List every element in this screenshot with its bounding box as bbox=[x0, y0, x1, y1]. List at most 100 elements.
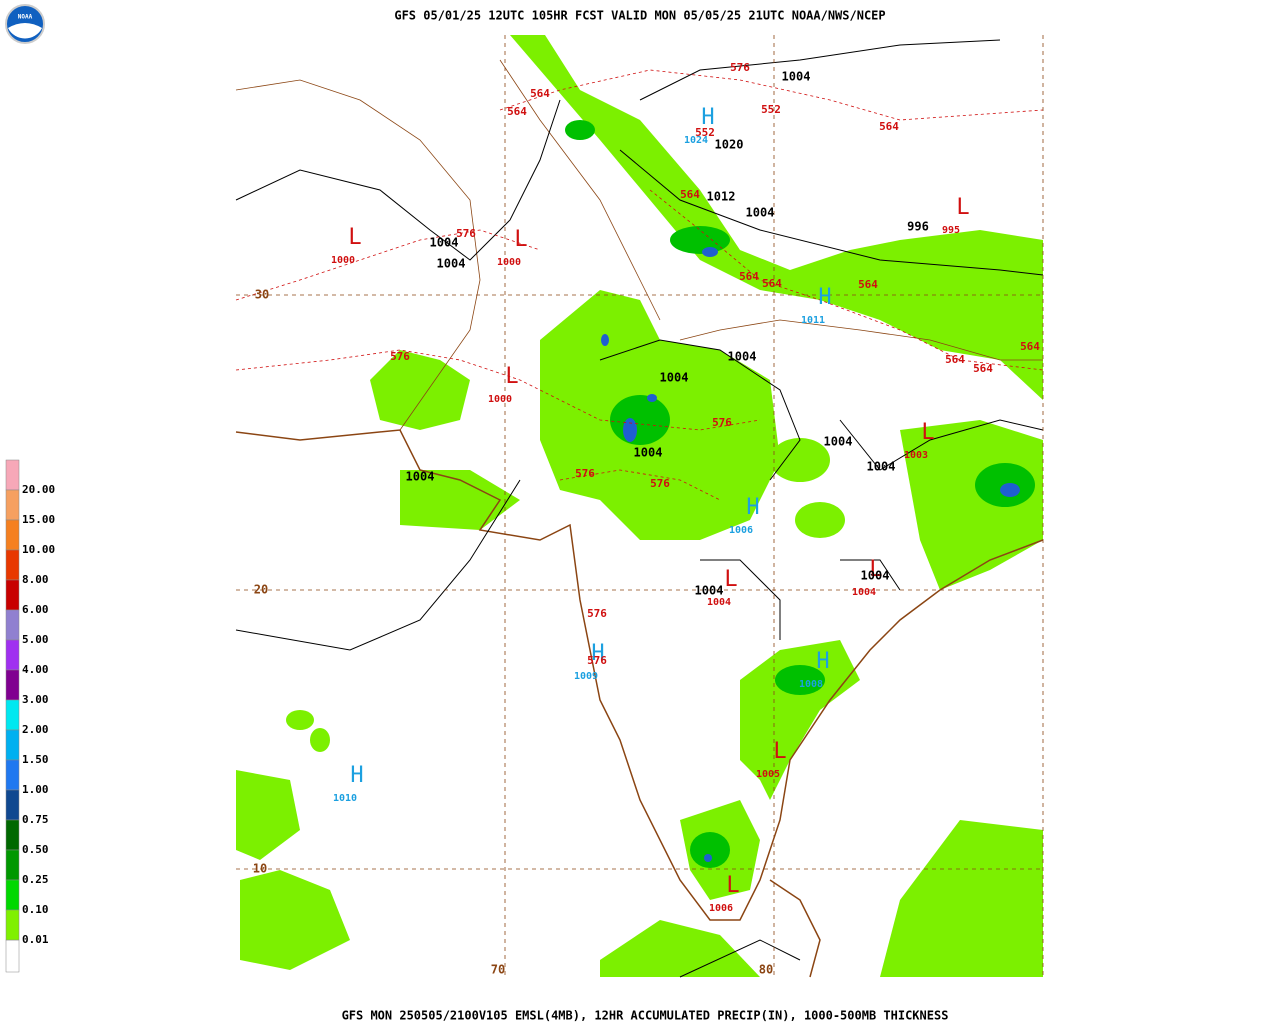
precip-max bbox=[601, 247, 1020, 862]
thickness-label: 564 bbox=[507, 105, 527, 118]
legend-box bbox=[5, 849, 20, 881]
grid-label: 10 bbox=[253, 862, 267, 876]
lat-lon-grid bbox=[236, 35, 1044, 977]
title: GFS 05/01/25 12UTC 105HR FCST VALID MON … bbox=[394, 9, 885, 23]
thickness-label: 576 bbox=[575, 467, 595, 480]
grid-label: 20 bbox=[254, 583, 268, 597]
center-value: 1000 bbox=[497, 257, 521, 268]
center-value: 1005 bbox=[756, 769, 780, 780]
legend-box bbox=[5, 579, 20, 611]
legend-label: 1.00 bbox=[22, 783, 49, 796]
center-symbol: L bbox=[514, 227, 527, 252]
thickness-label: 564 bbox=[1020, 340, 1040, 353]
center-symbol: H bbox=[350, 763, 363, 788]
legend-box bbox=[5, 789, 20, 821]
legend-box bbox=[5, 639, 20, 671]
legend-label: 5.00 bbox=[22, 633, 49, 646]
thickness-lines bbox=[235, 69, 1044, 501]
isobar-label: 1004 bbox=[867, 460, 896, 474]
center-symbol: H bbox=[701, 105, 714, 130]
thickness-label: 576 bbox=[456, 227, 476, 240]
legend-label: 0.75 bbox=[22, 813, 49, 826]
legend-label: 2.00 bbox=[22, 723, 49, 736]
isobar-label: 1012 bbox=[707, 190, 736, 204]
thickness-label: 564 bbox=[680, 188, 700, 201]
legend-label: 20.00 bbox=[22, 483, 55, 496]
center-value: 1006 bbox=[729, 525, 753, 536]
legend-box bbox=[5, 939, 20, 973]
isobar-label: 1004 bbox=[728, 350, 757, 364]
center-value: 1004 bbox=[852, 587, 876, 598]
isobar-label: 1004 bbox=[861, 569, 890, 583]
borders bbox=[235, 59, 1043, 431]
isobar-label: 996 bbox=[907, 220, 929, 234]
legend-label: 15.00 bbox=[22, 513, 55, 526]
coastline bbox=[235, 429, 1044, 978]
isobar-label: 1020 bbox=[715, 138, 744, 152]
thickness-label: 564 bbox=[739, 270, 759, 283]
thickness-label: 576 bbox=[587, 654, 607, 667]
center-symbol: H bbox=[816, 649, 829, 674]
grid-label: 30 bbox=[255, 288, 269, 302]
legend-label: 1.50 bbox=[22, 753, 49, 766]
thickness-label: 576 bbox=[587, 607, 607, 620]
isobar-label: 1004 bbox=[695, 584, 724, 598]
legend-label: 3.00 bbox=[22, 693, 49, 706]
legend-box bbox=[5, 759, 20, 791]
isobar-label: 1004 bbox=[782, 70, 811, 84]
legend-label: 6.00 bbox=[22, 603, 49, 616]
center-value: 1009 bbox=[574, 671, 598, 682]
legend-box bbox=[5, 549, 20, 581]
precip-areas bbox=[236, 35, 1043, 977]
isobar-label: 1004 bbox=[437, 257, 466, 271]
center-value: 1003 bbox=[904, 450, 928, 461]
thickness-label: 564 bbox=[762, 277, 782, 290]
center-symbol: L bbox=[773, 739, 786, 764]
center-symbol: L bbox=[348, 225, 361, 250]
thickness-label: 564 bbox=[879, 120, 899, 133]
center-symbol: L bbox=[956, 195, 969, 220]
isobar-label: 1004 bbox=[430, 236, 459, 250]
center-value: 1006 bbox=[709, 903, 733, 914]
center-value: 1000 bbox=[488, 394, 512, 405]
center-symbol: L bbox=[505, 364, 518, 389]
legend-box bbox=[5, 699, 20, 731]
isobar-label: 1004 bbox=[746, 206, 775, 220]
thickness-label: 564 bbox=[973, 362, 993, 375]
isobar-label: 1004 bbox=[824, 435, 853, 449]
legend-box bbox=[5, 729, 20, 761]
thickness-label: 576 bbox=[650, 477, 670, 490]
center-symbol: H bbox=[818, 285, 831, 310]
legend-box bbox=[5, 909, 20, 941]
grid-label: 70 bbox=[491, 963, 505, 977]
thickness-label: 564 bbox=[945, 353, 965, 366]
noaa-logo: NOAA bbox=[5, 4, 45, 44]
center-symbol: L bbox=[724, 567, 737, 592]
thickness-label: 564 bbox=[530, 87, 550, 100]
center-value: 1004 bbox=[707, 597, 731, 608]
thickness-label: 552 bbox=[761, 103, 781, 116]
center-value: 1000 bbox=[331, 255, 355, 266]
svg-text:NOAA: NOAA bbox=[18, 14, 33, 21]
isobars bbox=[235, 39, 1044, 978]
legend-label: 0.25 bbox=[22, 873, 49, 886]
isobar-label: 1004 bbox=[634, 446, 663, 460]
legend-label: 4.00 bbox=[22, 663, 49, 676]
center-value: 1024 bbox=[684, 135, 708, 146]
center-symbol: H bbox=[591, 641, 604, 666]
center-symbol: L bbox=[921, 420, 934, 445]
thickness-label: 552 bbox=[695, 126, 715, 139]
legend-label: 0.10 bbox=[22, 903, 49, 916]
center-value: 1008 bbox=[799, 679, 823, 690]
center-value: 1011 bbox=[801, 315, 825, 326]
legend: 20.00 15.00 10.00 8.00 6.00 5.00 4.00 3.00 2.00 1… bbox=[5, 459, 55, 973]
legend-box bbox=[5, 609, 20, 641]
center-symbol: H bbox=[746, 495, 759, 520]
thickness-label: 576 bbox=[390, 350, 410, 363]
legend-label: 0.01 bbox=[22, 933, 49, 946]
legend-box bbox=[5, 819, 20, 851]
legend-label: 0.50 bbox=[22, 843, 49, 856]
thickness-label: 576 bbox=[730, 61, 750, 74]
center-value: 995 bbox=[942, 225, 960, 236]
